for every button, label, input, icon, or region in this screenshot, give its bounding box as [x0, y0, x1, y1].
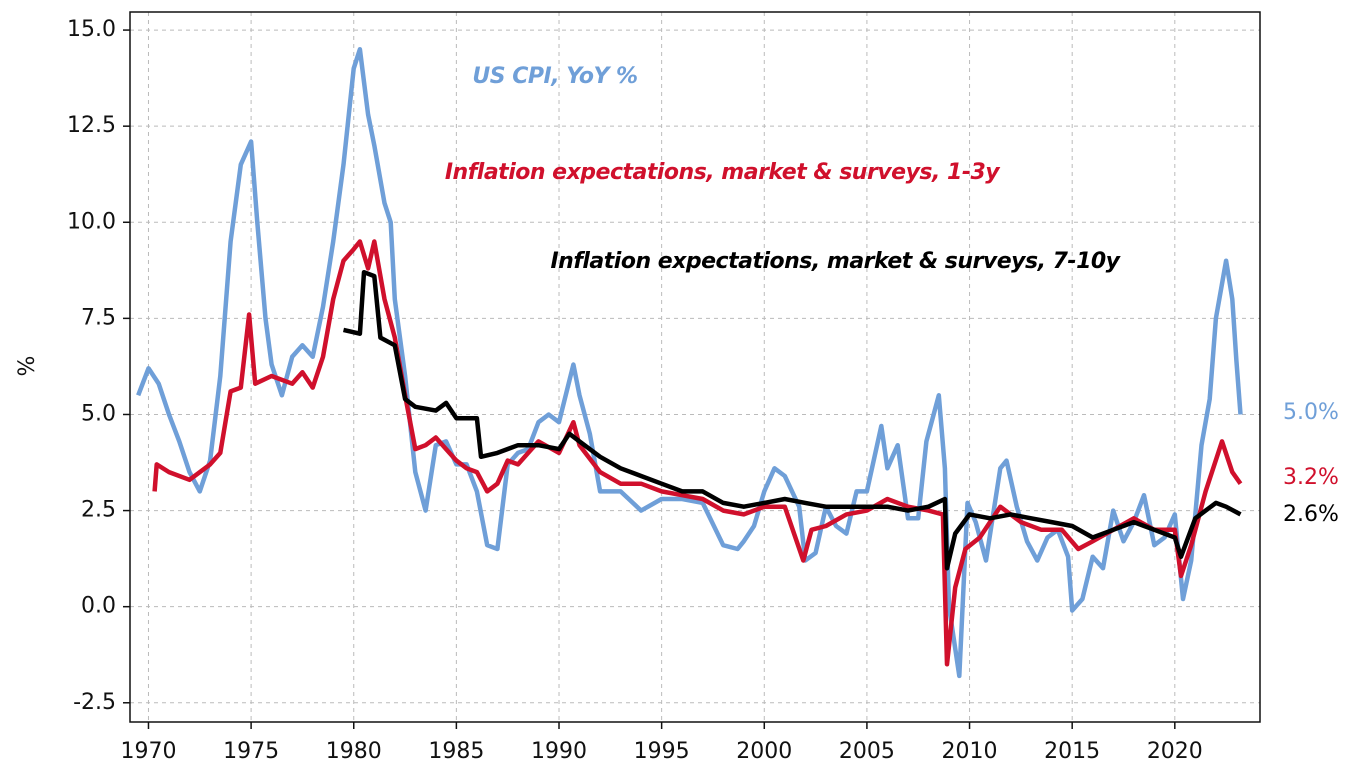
series-label: Inflation expectations, market & surveys… [550, 249, 1121, 274]
x-tick-label: 1995 [634, 739, 690, 764]
series-line [136, 47, 1243, 679]
x-tick-label: 1985 [428, 739, 484, 764]
y-tick-label: 7.5 [81, 305, 116, 330]
series-line [152, 239, 1243, 667]
series-line [342, 269, 1242, 571]
series-label: Inflation expectations, market & surveys… [445, 160, 1001, 185]
y-tick-label: 2.5 [81, 498, 116, 523]
x-tick-label: 1980 [326, 739, 382, 764]
x-tick-label: 2010 [942, 739, 998, 764]
x-tick-label: 2005 [839, 739, 895, 764]
y-axis-label: % [15, 356, 40, 377]
y-tick-label: -2.5 [73, 690, 116, 715]
y-tick-label: 5.0 [81, 401, 116, 426]
end-label: 2.6% [1283, 502, 1339, 527]
y-tick-label: 0.0 [81, 594, 116, 619]
x-tick-label: 2020 [1147, 739, 1203, 764]
y-tick-label: 10.0 [67, 209, 116, 234]
end-label: 3.2% [1283, 465, 1339, 490]
x-tick-label: 1990 [531, 739, 587, 764]
series-label: US CPI, YoY % [472, 64, 637, 89]
x-tick-label: 1970 [120, 739, 176, 764]
x-tick-label: 2015 [1044, 739, 1100, 764]
y-tick-label: 15.0 [67, 17, 116, 42]
end-label: 5.0% [1283, 400, 1339, 425]
x-tick-label: 1975 [223, 739, 279, 764]
x-tick-label: 2000 [736, 739, 792, 764]
y-tick-label: 12.5 [67, 113, 116, 138]
plot-frame [129, 11, 1261, 723]
